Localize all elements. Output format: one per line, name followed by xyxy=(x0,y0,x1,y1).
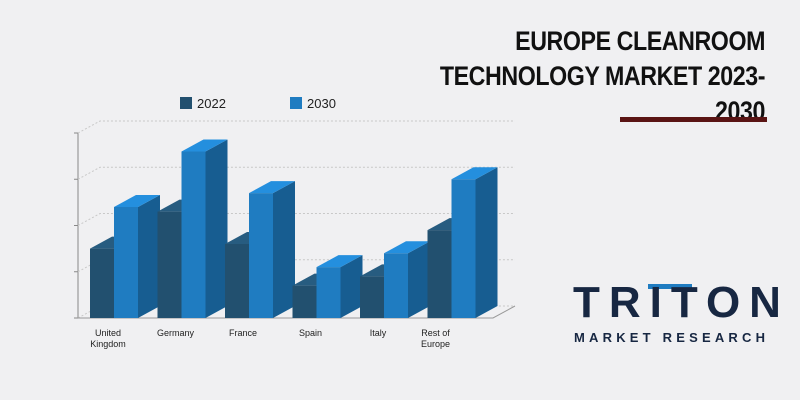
bar xyxy=(249,181,295,318)
title-rule xyxy=(620,117,767,122)
bar-front xyxy=(181,151,206,318)
bar-side xyxy=(340,255,363,318)
bar-side xyxy=(205,139,228,318)
bar-front xyxy=(114,207,138,318)
bar xyxy=(181,139,228,318)
bar-front xyxy=(157,211,182,318)
x-tick-label: Germany xyxy=(156,328,194,338)
bar-side xyxy=(138,195,160,318)
logo-name: TRITON xyxy=(573,278,790,327)
bar-top xyxy=(451,167,498,180)
bar-front xyxy=(90,248,114,318)
bar-front xyxy=(360,276,384,318)
grid-line xyxy=(77,166,515,180)
x-tick-label: France xyxy=(228,328,257,338)
bar xyxy=(451,167,498,318)
bar-front xyxy=(225,244,249,318)
legend-label: 2030 xyxy=(307,96,336,111)
bar-side xyxy=(475,167,498,318)
x-tick-label: Spain xyxy=(298,328,323,338)
legend-label: 2022 xyxy=(197,96,226,111)
logo-accent xyxy=(648,284,692,289)
bar-side xyxy=(273,181,295,318)
bar-top xyxy=(384,241,430,254)
bar xyxy=(384,241,430,318)
bar-front xyxy=(384,253,408,318)
bar-top xyxy=(181,139,228,152)
x-tick-label: Rest of Europe xyxy=(420,328,451,349)
legend-swatch xyxy=(180,97,192,109)
bar-top xyxy=(316,255,363,268)
bar-front xyxy=(292,285,317,318)
x-tick-label: Italy xyxy=(369,328,387,338)
bar-front xyxy=(249,193,273,318)
title: EUROPE CLEANROOM TECHNOLOGY MARKET 2023-… xyxy=(439,26,766,126)
bar-front xyxy=(451,179,476,318)
bar-top xyxy=(114,195,160,207)
bar xyxy=(316,255,363,318)
legend-swatch xyxy=(290,97,302,109)
logo-tagline: MARKET RESEARCH xyxy=(574,330,770,345)
grid-line xyxy=(77,120,515,134)
grid-line xyxy=(77,213,515,226)
bar-top xyxy=(249,181,295,194)
bar xyxy=(114,195,160,318)
bar-front xyxy=(427,230,452,318)
bar-front xyxy=(316,267,341,318)
x-tick-label: United Kingdom xyxy=(90,328,126,349)
floor xyxy=(78,305,516,319)
bar-side xyxy=(408,241,430,318)
